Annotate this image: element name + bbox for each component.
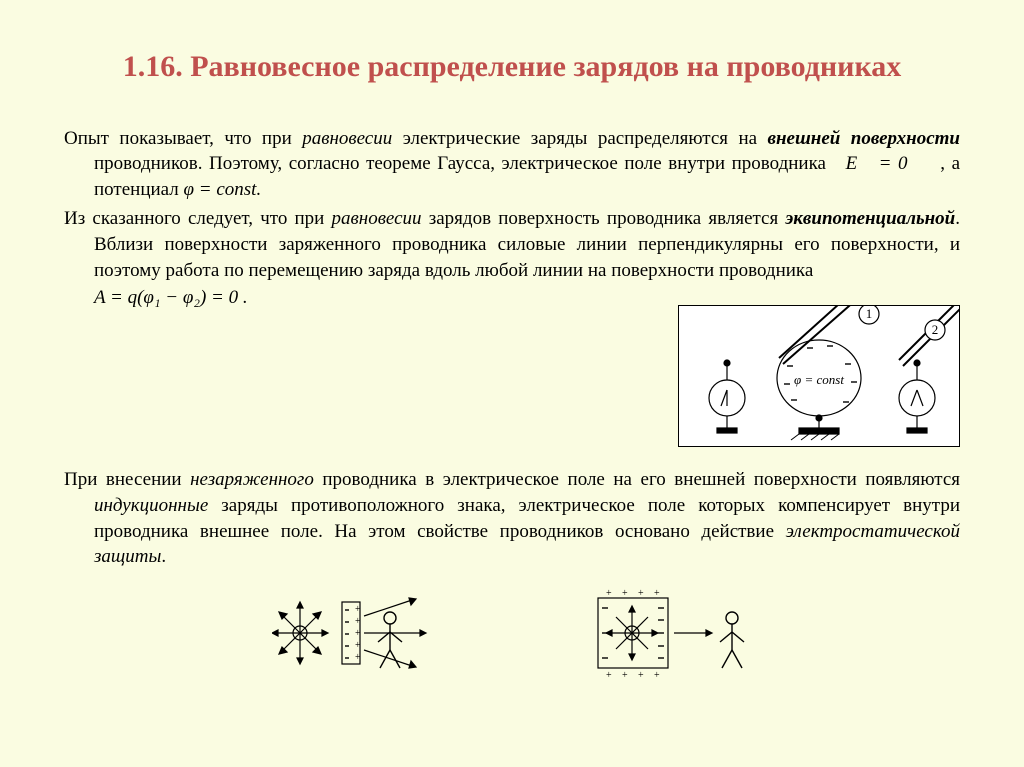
p3-text-g: . xyxy=(161,546,166,567)
p2-bi-d: эквипотенциальной xyxy=(785,208,955,229)
p2-text-c: зарядов поверхность проводника является xyxy=(422,208,786,229)
p1-text-c: электрические заряды распределяются на xyxy=(392,128,767,149)
p1-text-e: проводников. Поэтому, согласно теореме Г… xyxy=(94,153,833,174)
figure-no-shield: + ++ +++ xyxy=(272,588,432,678)
p2-em-b: равновесии xyxy=(332,208,422,229)
svg-text:+: + xyxy=(297,628,303,640)
p1-em-b: равновесии xyxy=(302,128,392,149)
svg-text:+: + xyxy=(638,670,644,678)
p3-text-c: проводника в электрическое поле на его в… xyxy=(314,469,960,490)
svg-text:+: + xyxy=(355,640,361,651)
svg-text:+: + xyxy=(355,628,361,639)
figure-electroscopes: 1 2 φ = const xyxy=(678,305,960,447)
paragraph-1: Опыт показывает, что при равновесии элек… xyxy=(64,126,960,203)
p1-text-a: Опыт показывает, что при xyxy=(64,128,302,149)
p1-eq-f: E⃗ = 0 xyxy=(846,153,908,174)
svg-text:+: + xyxy=(355,616,361,627)
svg-text:+: + xyxy=(638,588,644,599)
svg-text:+: + xyxy=(622,670,628,678)
svg-text:+: + xyxy=(654,670,660,678)
fig1-label-2: 2 xyxy=(932,322,939,337)
svg-text:+: + xyxy=(654,588,660,599)
p1-eq-h: φ = const. xyxy=(184,179,262,200)
svg-text:+: + xyxy=(606,670,612,678)
fig1-label-1: 1 xyxy=(866,306,873,321)
paragraph-3: При внесении незаряженного проводника в … xyxy=(64,467,960,570)
svg-text:+: + xyxy=(606,588,612,599)
svg-text:+: + xyxy=(622,588,628,599)
figure-row-bottom: + ++ +++ xyxy=(64,588,960,678)
p2-text-a: Из сказанного следует, что при xyxy=(64,208,332,229)
figure-row-1: 1 2 φ = const xyxy=(64,315,960,455)
p1-bi-d: внешней поверхности xyxy=(768,128,961,149)
paragraph-2: Из сказанного следует, что при равновеси… xyxy=(64,206,960,283)
fig1-phi-label: φ = const xyxy=(794,372,844,387)
svg-text:+: + xyxy=(355,652,361,663)
figure-with-shield: ++++ ++++ + xyxy=(592,588,752,678)
svg-text:+: + xyxy=(355,604,361,615)
slide-title: 1.16. Равновесное распределение зарядов … xyxy=(64,48,960,86)
p3-text-a: При внесении xyxy=(64,469,190,490)
p3-em-b: незаряженного xyxy=(190,469,314,490)
p3-em-d: индукционные xyxy=(94,495,208,516)
